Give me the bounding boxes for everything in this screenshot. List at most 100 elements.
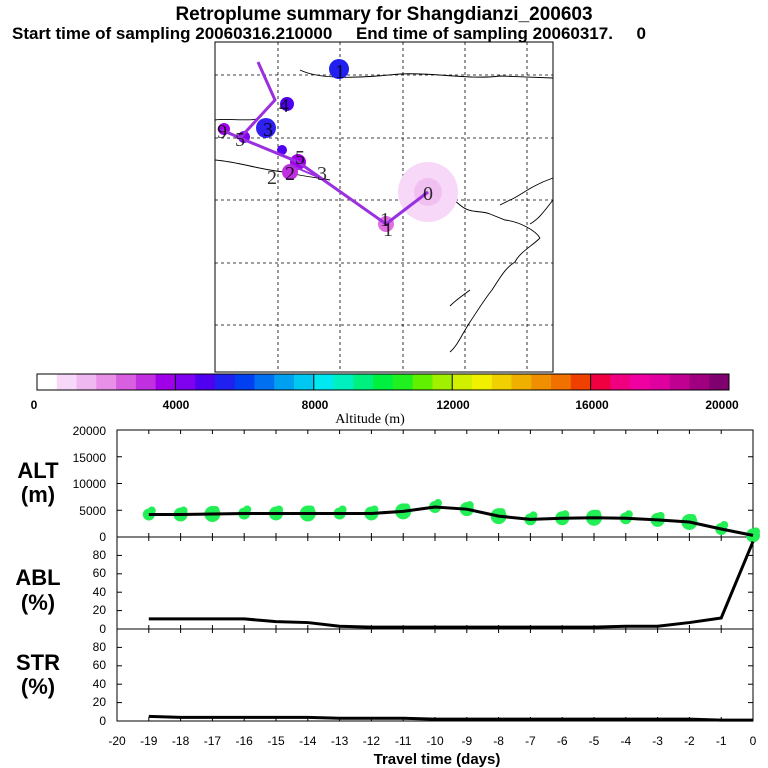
plume-cluster (256, 118, 276, 138)
colorbar-tick: 8000 (302, 398, 329, 412)
colorbar-swatch (333, 374, 354, 390)
x-tick-label: -7 (525, 734, 536, 748)
x-tick-label: -17 (204, 734, 222, 748)
alt-cluster-dot (306, 505, 315, 514)
x-tick-label: -9 (461, 734, 472, 748)
plume-cluster (282, 164, 298, 180)
colorbar-swatch (313, 374, 335, 390)
alt-cluster-dot (624, 510, 633, 519)
colorbar-swatch (195, 374, 216, 390)
alt-cluster-dot (370, 505, 379, 514)
y-tick: 20000 (73, 424, 107, 438)
x-axis-label: Travel time (days) (374, 751, 501, 768)
colorbar-swatch (471, 374, 493, 390)
colorbar-swatch (432, 374, 453, 390)
alt-yticks: 20000 15000 10000 5000 0 (73, 424, 107, 544)
track-line (238, 61, 277, 140)
colorbar-tick: 12000 (436, 398, 470, 412)
colorbar-swatch (669, 374, 690, 390)
map-number-label: 1 (383, 219, 393, 241)
y-tick: 60 (93, 566, 107, 580)
map-number-label: 5 (235, 129, 245, 151)
alt-cluster-dot (434, 499, 442, 508)
str-unit: (%) (21, 674, 55, 699)
alt-cluster-dot (465, 501, 474, 510)
map-number-label: 1 (380, 209, 390, 231)
series-line-abl (148, 541, 755, 629)
alt-unit: (m) (21, 482, 55, 507)
plume-cluster (277, 145, 287, 155)
x-tick-label: -12 (363, 734, 381, 748)
y-tick: 40 (93, 677, 107, 691)
colorbar-label: Altitude (m) (335, 412, 405, 427)
plume-cluster (329, 59, 349, 79)
abl-unit: (%) (21, 590, 55, 615)
series-layer (142, 499, 760, 722)
alt-cluster-dot (720, 520, 729, 529)
alt-cluster-dot (243, 505, 252, 514)
alt-cluster-dot (593, 509, 601, 518)
colorbar-swatch (709, 374, 730, 390)
map-grid (215, 42, 553, 372)
colorbar-swatch (353, 374, 374, 390)
colorbar-swatch (689, 374, 710, 390)
alt-cluster-dot (529, 511, 538, 520)
colorbar-tick: 0 (31, 398, 38, 412)
colorbar-swatch (254, 374, 275, 390)
abl-panel (116, 536, 754, 630)
colorbar-swatch (452, 374, 473, 390)
plume-cluster (280, 97, 294, 111)
colorbar-swatch (116, 374, 137, 390)
series-line-alt (148, 505, 754, 537)
alt-cluster-dot (147, 506, 156, 515)
map-number-label: 9 (217, 121, 227, 143)
x-tick-label: 0 (750, 734, 757, 748)
colorbar-swatch (294, 374, 315, 390)
y-tick: 80 (93, 640, 107, 654)
colorbar-swatch (551, 374, 572, 390)
alt-cluster-dot (688, 514, 697, 523)
y-tick: 10000 (73, 477, 107, 491)
colorbar-swatch (590, 374, 611, 390)
sampling-times: Start time of sampling 20060316.210000 E… (12, 24, 647, 43)
x-tick-label: -1 (716, 734, 727, 748)
map-number-label: 4 (279, 95, 289, 117)
colorbar-swatch (570, 374, 592, 390)
y-tick: 0 (99, 714, 106, 728)
colorbar-swatch (56, 374, 78, 390)
colorbar-swatch (96, 374, 117, 390)
colorbar-swatch (155, 374, 176, 390)
x-tick-label: -10 (426, 734, 444, 748)
map-number-label: 5 (295, 147, 305, 169)
x-tick-label: -14 (299, 734, 317, 748)
colorbar-swatch (175, 374, 196, 390)
colorbar-swatch (649, 374, 671, 390)
x-tick-label: -13 (331, 734, 349, 748)
colorbar-swatch (491, 374, 513, 390)
x-tick-label: -19 (140, 734, 158, 748)
alt-cluster-dot (561, 510, 570, 519)
colorbar-swatch (37, 374, 58, 390)
colorbar-swatch (511, 374, 532, 390)
str-label: STR (16, 650, 60, 675)
x-tick-label: -4 (620, 734, 631, 748)
colorbar-swatch (214, 374, 236, 390)
colorbar-swatch (392, 374, 414, 390)
colorbar-swatch (630, 374, 651, 390)
alt-cluster-dot (275, 505, 283, 514)
str-yticks: 80 60 40 20 0 (93, 640, 107, 728)
map-frame (214, 41, 554, 373)
series-line-str (148, 714, 753, 722)
colorbar-ticks: 0 4000 8000 12000 16000 20000 (31, 398, 739, 412)
y-tick: 15000 (73, 451, 107, 465)
colorbar-tick: 4000 (163, 398, 190, 412)
tick-marks (116, 429, 754, 722)
colorbar-swatch (412, 374, 433, 390)
retroplume (218, 59, 458, 232)
str-panel (116, 628, 754, 722)
x-tick-label: -20 (108, 734, 126, 748)
y-tick: 40 (93, 585, 107, 599)
